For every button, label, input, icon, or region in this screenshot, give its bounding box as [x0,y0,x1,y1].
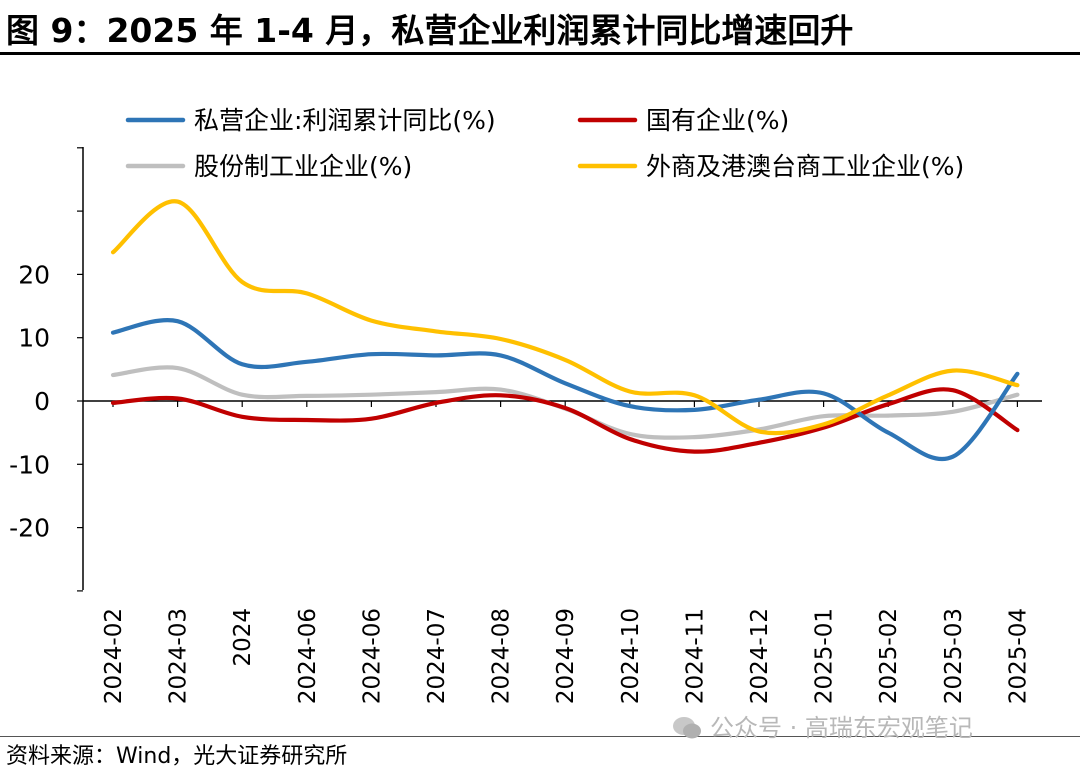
source-note: 资料来源：Wind，光大证券研究所 [6,744,348,769]
chart-legend: 私营企业:利润累计同比(%) 国有企业(%) 股份制工业企业(%) 外商及港澳台商工业… [125,106,964,181]
x-tick-label: 2025-04 [1005,608,1031,704]
y-tick-label: -20 [9,514,50,543]
x-tick-label: 2024-12 [747,608,773,704]
title-divider [0,52,1080,55]
x-tick-label: 2024-02 [101,608,127,704]
x-tick-label: 2024-11 [682,608,708,704]
chart-series [110,199,1020,461]
x-tick-label: 2025-01 [812,608,838,704]
series-line-1 [110,387,1020,454]
y-tick-label: 20 [18,260,50,289]
y-tick-label: 0 [34,387,50,416]
legend-label: 国有企业(%) [646,106,789,135]
page-title: 图 9：2025 年 1-4 月，私营企业利润累计同比增速回升 [6,11,854,50]
x-tick-label: 2024 [230,608,256,667]
x-tick-label: 2024-08 [489,608,515,704]
legend-label: 外商及港澳台商工业企业(%) [646,152,964,181]
watermark-text: 公众号 · 高瑞东宏观笔记 [710,714,973,742]
x-tick-label: 2025-03 [941,608,967,704]
x-tick-label: 2024-03 [166,608,192,704]
x-tick-label: 2024-09 [553,608,579,704]
x-tick-label: 2024-06 [295,608,321,704]
y-tick-label: 10 [18,324,50,353]
x-tick-label: 2024-10 [618,608,644,704]
series-line-3 [110,199,1020,436]
watermark: 公众号 · 高瑞东宏观笔记 [672,708,973,743]
x-tick-label: 2024-06 [359,608,385,704]
legend-label: 私营企业:利润累计同比(%) [194,106,496,135]
x-tick-label: 2025-02 [876,608,902,704]
y-tick-label: -10 [9,450,50,479]
footer-divider [0,736,1080,737]
x-tick-label: 2024-07 [424,608,450,704]
wechat-icon [673,717,701,739]
series-line-0 [110,318,1020,461]
legend-label: 股份制工业企业(%) [194,152,412,181]
chart-axes: -20 -10 0 10 20 2024-02 2024-03 2024 2024-06 2024… [9,147,1042,704]
